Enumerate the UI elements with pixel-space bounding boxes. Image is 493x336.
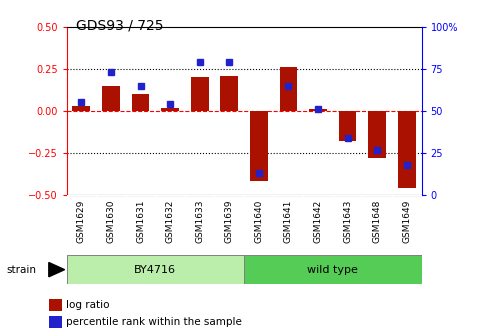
Text: GSM1639: GSM1639 (225, 200, 234, 243)
Bar (309, 109, 327, 111)
Polygon shape (49, 262, 65, 277)
Text: GSM1632: GSM1632 (166, 200, 175, 243)
Bar (161, 108, 179, 111)
Text: GSM1631: GSM1631 (136, 200, 145, 243)
Text: log ratio: log ratio (66, 300, 109, 310)
Bar (339, 111, 356, 141)
Text: percentile rank within the sample: percentile rank within the sample (66, 317, 242, 327)
Text: GSM1648: GSM1648 (373, 200, 382, 243)
Bar (72, 106, 90, 111)
Bar (220, 76, 238, 111)
Bar (67, 255, 244, 284)
Text: GSM1642: GSM1642 (314, 200, 322, 243)
Bar (368, 111, 386, 158)
Text: GSM1643: GSM1643 (343, 200, 352, 243)
Text: GSM1641: GSM1641 (284, 200, 293, 243)
Bar (49, 299, 62, 311)
Bar (280, 67, 297, 111)
Text: BY4716: BY4716 (134, 265, 176, 275)
Text: GSM1630: GSM1630 (106, 200, 115, 243)
Text: GDS93 / 725: GDS93 / 725 (76, 18, 164, 33)
Text: wild type: wild type (307, 265, 358, 275)
Bar (49, 316, 62, 328)
Text: GSM1633: GSM1633 (195, 200, 204, 243)
Text: strain: strain (6, 265, 36, 275)
Bar (250, 111, 268, 181)
Text: GSM1649: GSM1649 (402, 200, 411, 243)
Text: GSM1629: GSM1629 (77, 200, 86, 243)
Text: GSM1640: GSM1640 (254, 200, 263, 243)
Bar (398, 111, 416, 188)
Bar (244, 255, 422, 284)
Bar (102, 86, 120, 111)
Bar (132, 94, 149, 111)
Bar (191, 77, 209, 111)
